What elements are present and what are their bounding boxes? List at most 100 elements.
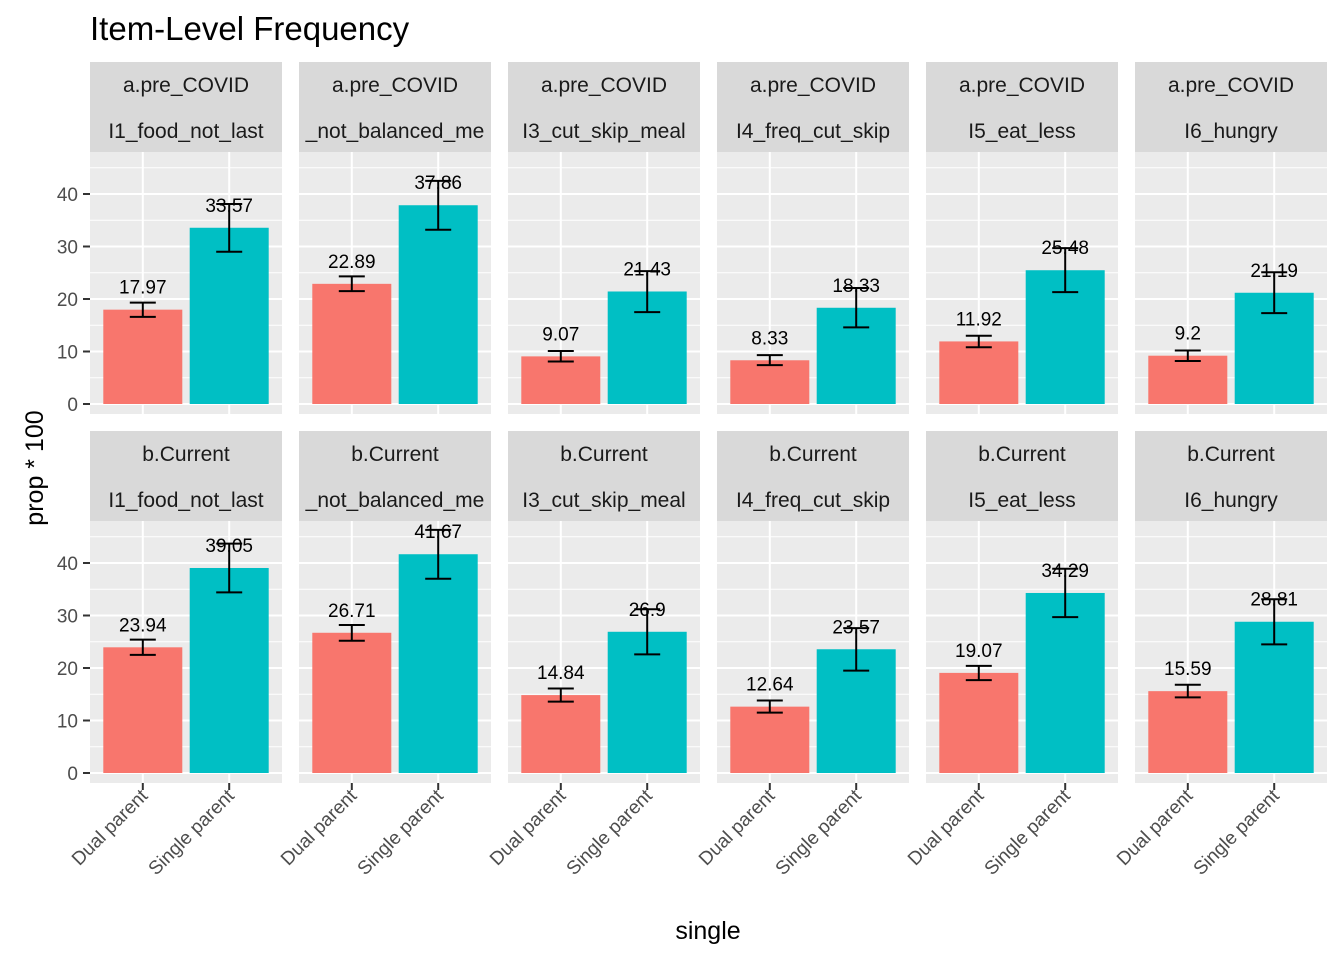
bar-dual-parent [103, 309, 183, 404]
data-label: 26.71 [328, 601, 376, 622]
data-label: 15.59 [1164, 659, 1212, 680]
x-tick-label: Single parent [563, 785, 658, 880]
strip-row-label: a.pre_COVID [1168, 74, 1294, 97]
strip-col-label: I6_hungry [1184, 489, 1278, 512]
data-label: 37.86 [414, 173, 462, 194]
strip-col-label: _not_balanced_me [305, 120, 485, 143]
data-label: 21.19 [1250, 261, 1298, 282]
data-label: 22.89 [328, 252, 376, 273]
strip-col-label: I3_cut_skip_meal [522, 489, 685, 512]
strip-row-label: b.Current [142, 443, 230, 466]
data-label: 26.9 [629, 600, 666, 621]
data-label: 23.94 [119, 615, 167, 636]
strip-row-label: a.pre_COVID [332, 74, 458, 97]
strip-col-label: I6_hungry [1184, 120, 1278, 143]
x-tick-label: Single parent [354, 785, 449, 880]
y-tick-label: 0 [67, 764, 78, 785]
facet-strip [299, 431, 491, 521]
facet-strip [1135, 62, 1327, 152]
data-label: 25.48 [1041, 238, 1089, 259]
y-tick-label: 30 [57, 607, 78, 628]
strip-col-label: I1_food_not_last [108, 120, 263, 143]
y-tick-label: 0 [67, 395, 78, 416]
strip-row-label: a.pre_COVID [123, 74, 249, 97]
bar-dual-parent [1148, 691, 1228, 773]
data-label: 21.43 [623, 259, 671, 280]
data-label: 9.2 [1175, 324, 1201, 345]
facet-panel: a.pre_COVID I3_cut_skip_meal 9.07 21.43 [508, 62, 700, 414]
strip-row-label: a.pre_COVID [959, 74, 1085, 97]
strip-col-label: _not_balanced_me [305, 489, 485, 512]
facet-strip [299, 62, 491, 152]
data-label: 19.07 [955, 641, 1003, 662]
bar-single-parent [189, 567, 269, 773]
strip-row-label: b.Current [769, 443, 857, 466]
data-label: 28.81 [1250, 590, 1298, 611]
facet-strip [717, 431, 909, 521]
y-tick-label: 10 [57, 712, 78, 733]
strip-row-label: b.Current [351, 443, 439, 466]
data-label: 14.84 [537, 663, 585, 684]
chart-title: Item-Level Frequency [90, 10, 410, 47]
facet-strip [926, 62, 1118, 152]
x-tick-label: Dual parent [486, 785, 571, 870]
strip-col-label: I4_freq_cut_skip [736, 489, 890, 512]
facet-strip [508, 62, 700, 152]
strip-col-label: I5_eat_less [968, 489, 1075, 512]
bar-dual-parent [730, 360, 810, 404]
bar-dual-parent [521, 356, 601, 404]
strip-row-label: b.Current [1187, 443, 1275, 466]
facet-strip [1135, 431, 1327, 521]
bar-dual-parent [521, 695, 601, 773]
y-axis-title: prop * 100 [21, 410, 49, 525]
bar-dual-parent [312, 283, 392, 404]
facet-panel: b.Current I6_hungry 15.59 Dual parent 28.81 S… [1113, 431, 1327, 880]
x-tick-label: Dual parent [904, 785, 989, 870]
strip-col-label: I5_eat_less [968, 120, 1075, 143]
facet-strip [508, 431, 700, 521]
y-tick-label: 20 [57, 659, 78, 680]
data-label: 39.05 [205, 536, 253, 557]
data-label: 8.33 [751, 328, 788, 349]
facet-strip [90, 62, 282, 152]
bar-dual-parent [939, 672, 1019, 773]
facet-panel: a.pre_COVID I6_hungry 9.2 21.19 [1135, 62, 1327, 414]
strip-row-label: b.Current [978, 443, 1066, 466]
y-tick-label: 40 [57, 185, 78, 206]
y-tick-label: 40 [57, 554, 78, 575]
data-label: 33.57 [205, 196, 253, 217]
strip-col-label: I1_food_not_last [108, 489, 263, 512]
data-label: 18.33 [832, 276, 880, 297]
x-axis-title: single [675, 917, 740, 945]
strip-col-label: I4_freq_cut_skip [736, 120, 890, 143]
facet-strip [90, 431, 282, 521]
bar-dual-parent [939, 341, 1019, 404]
y-tick-label: 30 [57, 238, 78, 259]
facet-panels: a.pre_COVID I1_food_not_last 17.97 33.57 0 10… [57, 62, 1327, 880]
bar-dual-parent [1148, 355, 1228, 404]
facet-panel: b.Current _not_balanced_me 26.71 Dual paren… [277, 431, 491, 880]
bar-dual-parent [312, 632, 392, 773]
facet-panel: b.Current I4_freq_cut_skip 12.64 Dual paren… [695, 431, 909, 880]
facet-panel: b.Current I5_eat_less 19.07 Dual parent 34.2… [904, 431, 1118, 880]
strip-row-label: a.pre_COVID [541, 74, 667, 97]
bar-dual-parent [103, 647, 183, 773]
facet-panel: a.pre_COVID _not_balanced_me 22.89 37.86 [299, 62, 491, 414]
data-label: 34.29 [1041, 561, 1089, 582]
x-tick-label: Dual parent [68, 785, 153, 870]
facet-panel: a.pre_COVID I4_freq_cut_skip 8.33 18.33 [717, 62, 909, 414]
data-label: 17.97 [119, 278, 167, 299]
bar-single-parent [1234, 621, 1314, 773]
x-tick-label: Single parent [1190, 785, 1285, 880]
y-tick-label: 20 [57, 290, 78, 311]
facet-strip [717, 62, 909, 152]
x-tick-label: Dual parent [695, 785, 780, 870]
x-tick-label: Dual parent [1113, 785, 1198, 870]
bar-dual-parent [730, 706, 810, 773]
x-tick-label: Single parent [145, 785, 240, 880]
facet-strip [926, 431, 1118, 521]
bar-single-parent [189, 227, 269, 404]
strip-col-label: I3_cut_skip_meal [522, 120, 685, 143]
y-tick-label: 10 [57, 343, 78, 364]
